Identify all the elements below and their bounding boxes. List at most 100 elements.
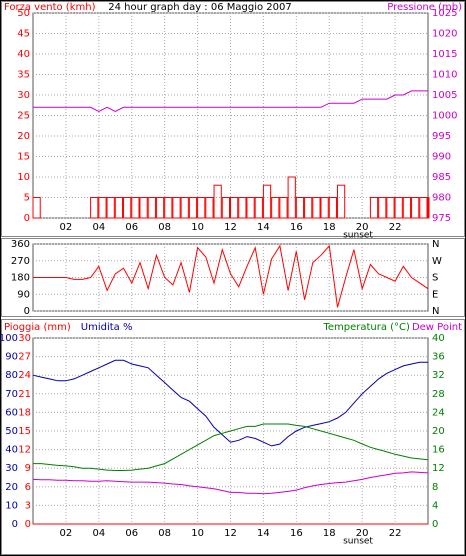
y-tick-label: 270 xyxy=(11,256,30,267)
bar xyxy=(164,197,173,219)
y-tick-label: 30 xyxy=(5,463,18,474)
line xyxy=(33,423,429,471)
y2-tick-label: N xyxy=(432,306,439,317)
y2-tick-label: 1020 xyxy=(432,29,457,40)
y-tick-label: 15 xyxy=(17,152,30,163)
y-tick-label: 90 xyxy=(5,352,18,363)
y-tick-label: 40 xyxy=(17,49,30,60)
y-tick-label: 50 xyxy=(17,8,30,19)
y-tick-label: 180 xyxy=(11,273,30,284)
bar xyxy=(123,197,132,219)
bar xyxy=(147,197,156,219)
y3-tick-label: 6 xyxy=(25,482,31,493)
legend-label: Temperatura (°C) xyxy=(322,322,410,333)
bar xyxy=(411,197,420,219)
bar xyxy=(427,197,430,219)
y2-tick-label: 995 xyxy=(432,131,451,142)
y3-tick-label: 12 xyxy=(18,445,31,456)
x-tick-label: 02 xyxy=(60,528,73,539)
y2-tick-label: 28 xyxy=(432,389,445,400)
x-tick-label: 20 xyxy=(356,222,369,233)
y-tick-label: 0 xyxy=(24,306,30,317)
y3-tick-label: 24 xyxy=(18,370,31,381)
x-tick-label: 22 xyxy=(389,528,402,539)
y-tick-label: 10 xyxy=(17,172,30,183)
bar xyxy=(205,197,214,219)
bar xyxy=(32,197,41,219)
y2-tick-label: 985 xyxy=(432,172,451,183)
x-tick-label: 04 xyxy=(92,528,105,539)
bar xyxy=(213,184,222,219)
x-tick-label: 14 xyxy=(257,528,270,539)
x-tick-label: 08 xyxy=(158,222,171,233)
bar xyxy=(386,197,395,219)
panel-frame xyxy=(1,1,465,237)
x-tick-label: 22 xyxy=(389,222,402,233)
panel-frame xyxy=(1,319,465,555)
y-tick-label: 40 xyxy=(5,445,18,456)
x-tick-label: 18 xyxy=(323,528,336,539)
y2-tick-label: 32 xyxy=(432,370,445,381)
y-tick-label: 80 xyxy=(5,370,18,381)
y2-tick-label: 4 xyxy=(432,500,438,511)
x-tick-label: 16 xyxy=(290,222,303,233)
y2-tick-label: 40 xyxy=(432,333,445,344)
legend-label: Pioggia (mm) xyxy=(4,322,71,333)
bar xyxy=(312,197,321,219)
bar xyxy=(230,197,239,219)
bar xyxy=(287,176,296,219)
legend-label: Forza vento (kmh) xyxy=(4,2,96,13)
chart-title: 24 hour graph day : 06 Maggio 2007 xyxy=(108,2,291,13)
line xyxy=(32,359,428,447)
bar xyxy=(139,197,148,219)
y2-tick-label: 1025 xyxy=(432,8,457,19)
x-tick-label: 14 xyxy=(257,222,270,233)
y2-tick-label: 16 xyxy=(432,445,445,456)
bar xyxy=(188,197,198,219)
legend-label: Pressione (mb) xyxy=(387,2,462,13)
bar xyxy=(394,197,403,219)
y-tick-label: 25 xyxy=(17,111,30,122)
y-tick-label: 20 xyxy=(5,482,18,493)
x-tick-label: 16 xyxy=(290,528,303,539)
y-tick-label: 60 xyxy=(5,407,18,418)
legend-label: Dew Point xyxy=(412,322,462,333)
bar xyxy=(378,197,387,219)
line xyxy=(33,244,429,308)
bar xyxy=(106,197,115,219)
y-tick-label: 70 xyxy=(5,389,18,400)
y-tick-label: 90 xyxy=(17,289,30,300)
annotation: sunset xyxy=(343,231,373,241)
bar xyxy=(90,197,99,219)
y2-tick-label: E xyxy=(432,289,438,300)
y2-tick-label: 1000 xyxy=(432,111,457,122)
legend-label: Umidita % xyxy=(81,322,133,333)
bar xyxy=(295,197,305,219)
y3-tick-label: 18 xyxy=(18,407,31,418)
x-tick-label: 18 xyxy=(323,222,336,233)
y-tick-label: 360 xyxy=(11,239,30,250)
x-tick-label: 08 xyxy=(158,528,171,539)
y2-tick-label: 990 xyxy=(432,152,451,163)
y2-tick-label: 8 xyxy=(432,482,438,493)
y3-tick-label: 21 xyxy=(18,389,31,400)
bar xyxy=(172,197,181,219)
bar xyxy=(320,197,329,219)
x-tick-label: 06 xyxy=(125,222,138,233)
y-tick-label: 45 xyxy=(17,29,30,40)
bar xyxy=(419,197,428,219)
y2-tick-label: 12 xyxy=(432,463,445,474)
y3-tick-label: 0 xyxy=(25,519,31,530)
y2-tick-label: 980 xyxy=(432,193,451,204)
x-tick-label: 12 xyxy=(224,222,237,233)
y3-tick-label: 15 xyxy=(18,426,31,437)
bar xyxy=(221,197,230,219)
y2-tick-label: S xyxy=(432,273,438,284)
y-tick-label: 100 xyxy=(0,333,18,344)
x-tick-label: 10 xyxy=(191,222,204,233)
y3-tick-label: 27 xyxy=(18,352,31,363)
bar xyxy=(155,197,165,219)
x-tick-label: 02 xyxy=(60,222,73,233)
y2-tick-label: N xyxy=(432,239,439,250)
